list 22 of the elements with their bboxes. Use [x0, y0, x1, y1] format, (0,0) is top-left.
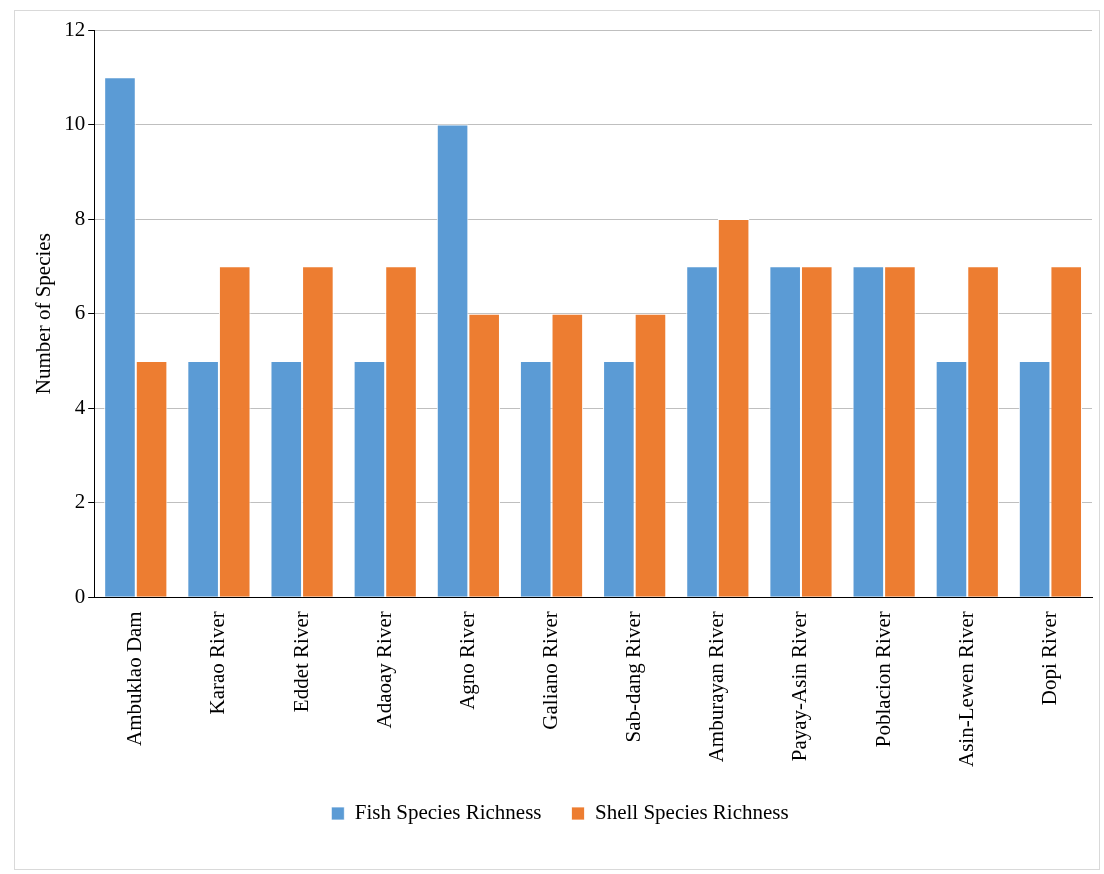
y-tick-label: 12: [64, 16, 86, 41]
x-tick-label: Adaoay River: [371, 611, 396, 729]
x-tick-label: Asin-Lewen River: [953, 611, 978, 768]
legend-label: Fish Species Richness: [354, 800, 542, 825]
y-tick-label: 8: [74, 205, 86, 230]
y-tick-label: 4: [74, 394, 86, 419]
x-tick-label: Eddet River: [288, 611, 313, 713]
y-tick-label: 2: [74, 489, 86, 514]
x-tick-label: Dopi River: [1036, 611, 1061, 706]
x-tick-label: Karao River: [205, 611, 230, 715]
x-tick-label: Sab-dang River: [621, 611, 646, 743]
x-tick-label: Payay-Asin River: [787, 611, 812, 762]
x-tick-label: Amburayan River: [704, 611, 729, 763]
x-tick-label: Galiano River: [538, 611, 563, 730]
y-tick-label: 10: [64, 111, 86, 136]
x-tick-label: Agno River: [454, 611, 479, 710]
y-axis-title: Number of Species: [31, 233, 56, 395]
x-tick-label: Ambuklao Dam: [122, 611, 147, 747]
y-tick-label: 6: [74, 300, 86, 325]
x-tick-label: Poblacion River: [870, 611, 895, 748]
y-tick-label: 0: [74, 583, 86, 608]
legend-label: Shell Species Richness: [595, 800, 789, 825]
